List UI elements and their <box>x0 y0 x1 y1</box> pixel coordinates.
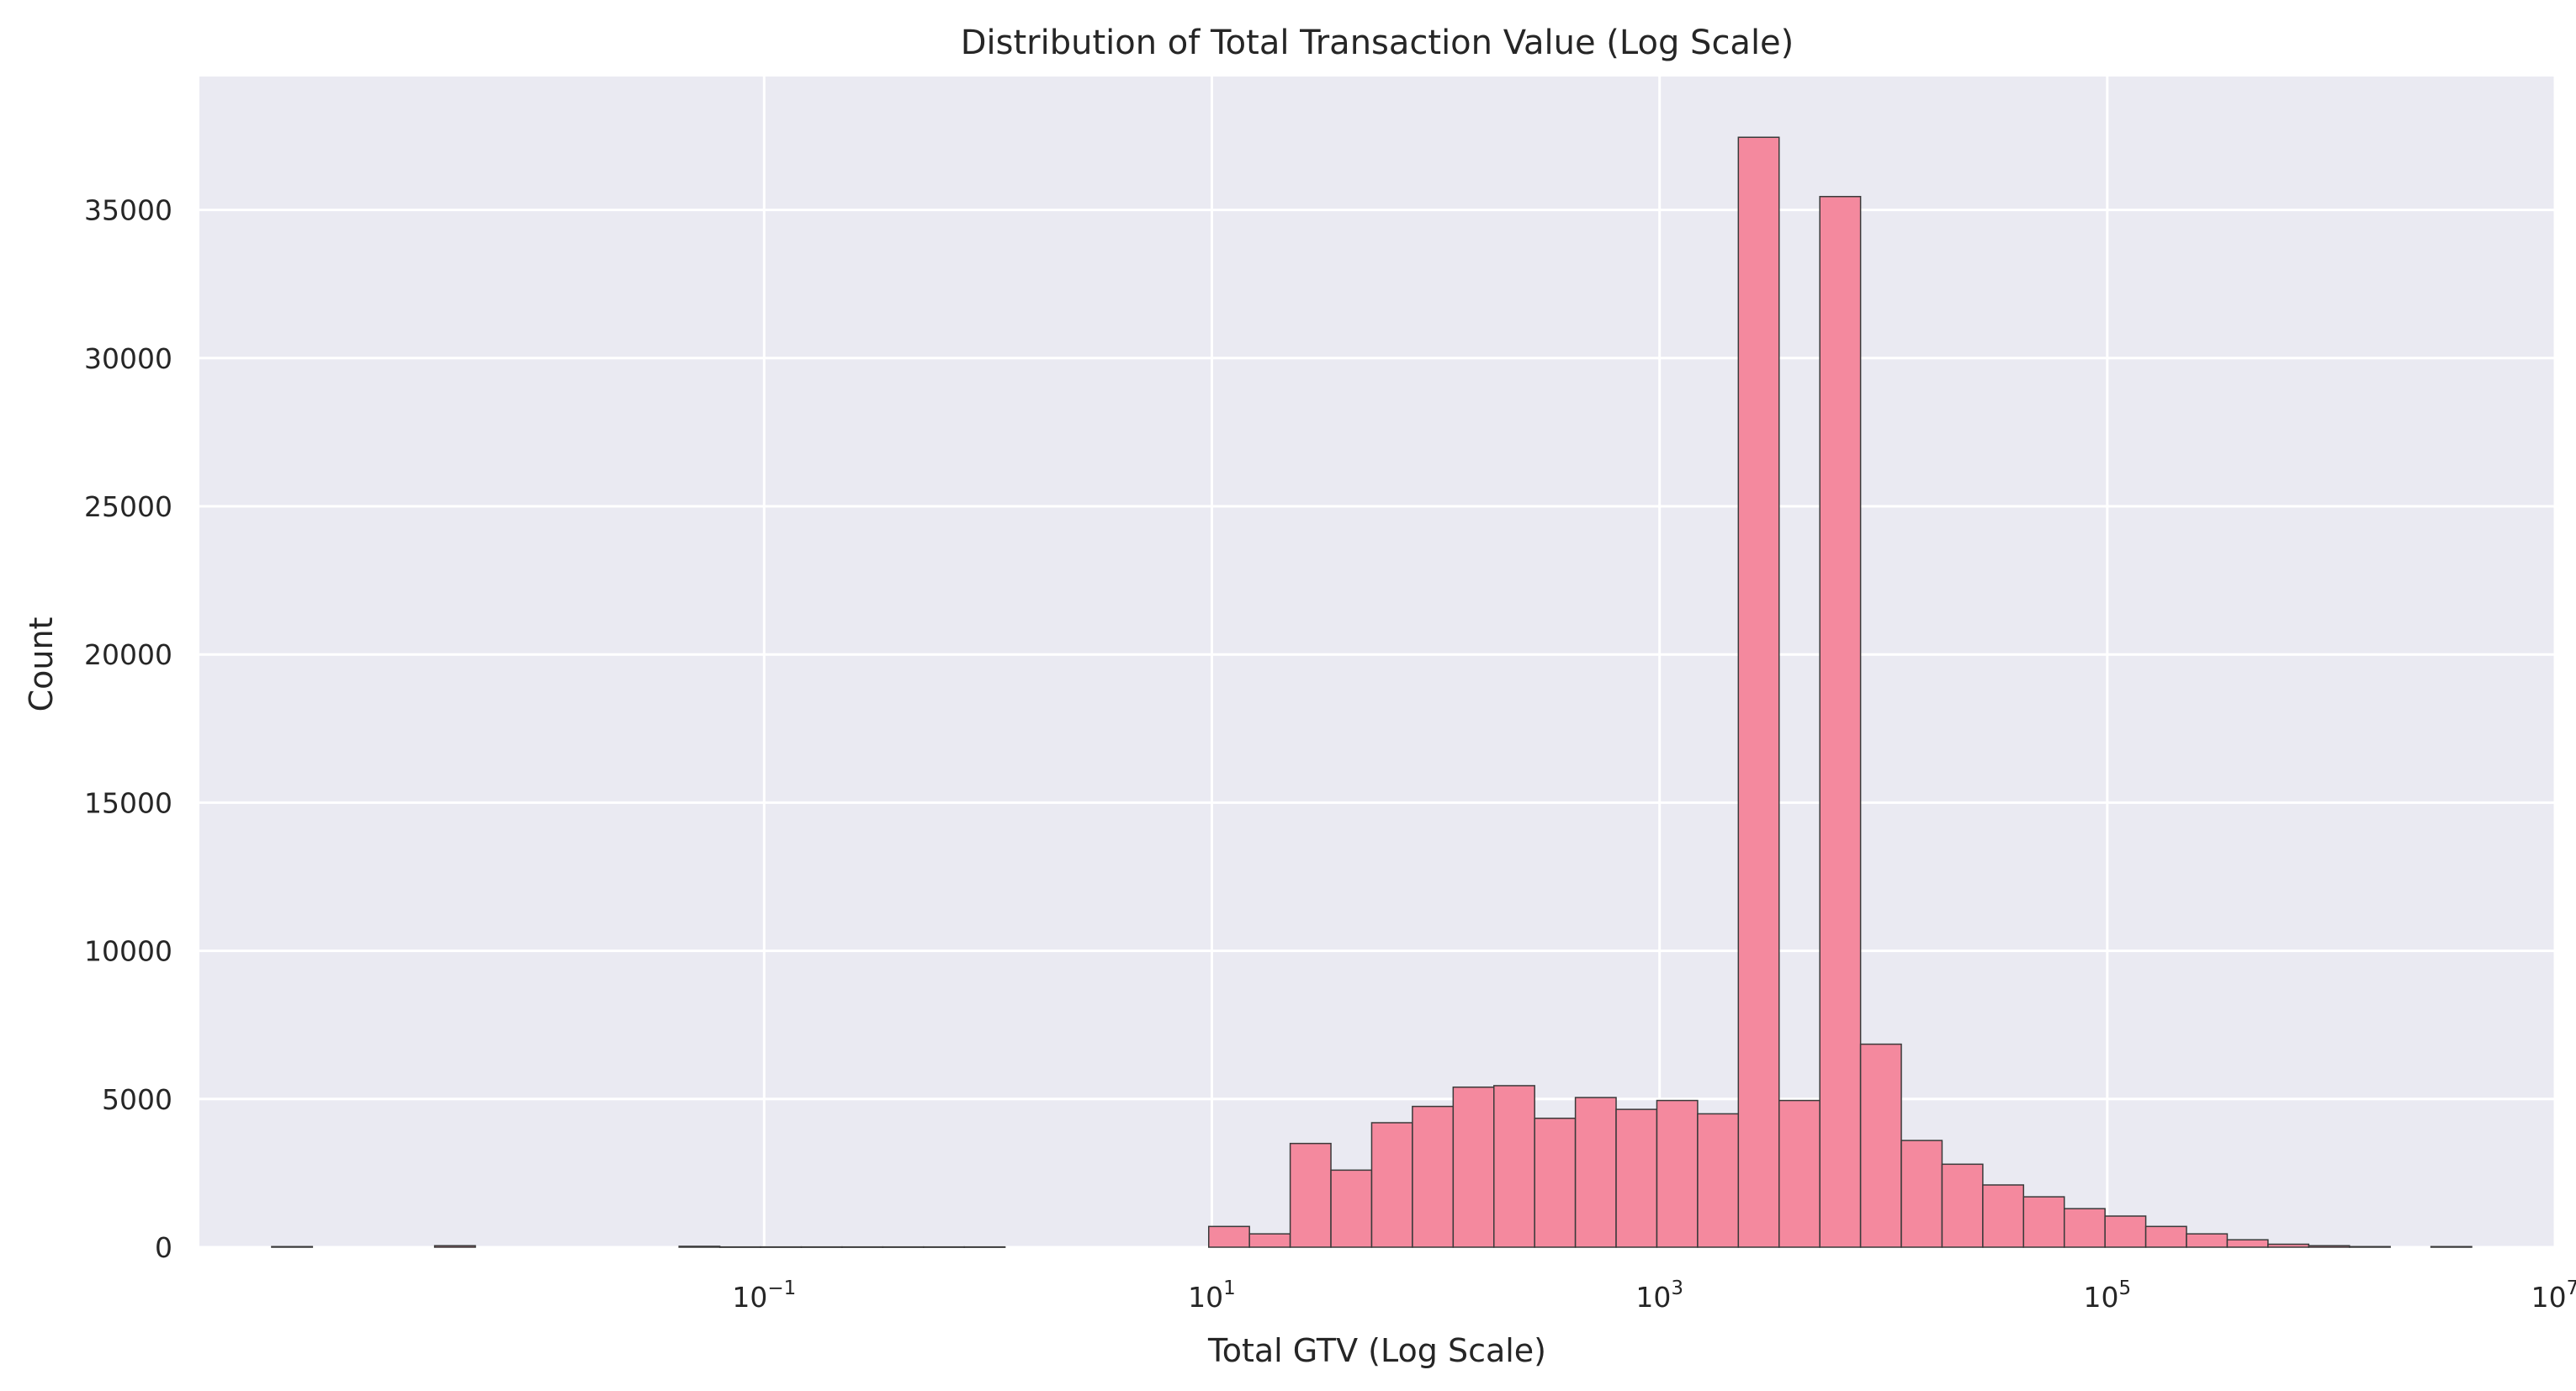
histogram-bar <box>2144 1225 2187 1248</box>
histogram-bar <box>841 1246 884 1248</box>
histogram-bar <box>760 1246 803 1248</box>
y-axis-label: Count <box>23 617 60 712</box>
histogram-bar <box>1208 1225 1250 1248</box>
histogram-bar <box>1248 1233 1291 1248</box>
histogram-bar <box>1859 1043 1902 1248</box>
histogram-bar <box>1330 1169 1373 1248</box>
x-tick-label: 105 <box>2084 1277 2132 1314</box>
histogram-bar <box>1452 1086 1495 1248</box>
y-tick-label: 35000 <box>84 194 172 227</box>
y-axis-ticks: 0 5000 10000 15000 20000 25000 30000 35000 <box>84 194 172 1264</box>
x-tick-label: 107 <box>2531 1277 2576 1314</box>
histogram-bar <box>1737 136 1780 1248</box>
histogram-bar <box>2226 1239 2269 1248</box>
histogram-bar <box>1819 195 1862 1248</box>
histogram-bar <box>271 1246 314 1248</box>
histogram-bar <box>1412 1105 1455 1248</box>
histogram-bar <box>433 1245 476 1248</box>
y-tick-label: 30000 <box>84 342 172 375</box>
y-tick-label: 15000 <box>84 786 172 819</box>
histogram-bar <box>2186 1233 2229 1248</box>
histogram-bar <box>718 1246 761 1248</box>
histogram-bar <box>963 1246 1006 1248</box>
y-tick-label: 5000 <box>102 1083 172 1116</box>
histogram-bar <box>2308 1245 2351 1248</box>
histogram-bar <box>2267 1243 2310 1248</box>
plot-area <box>199 77 2555 1247</box>
histogram-bar <box>2430 1246 2473 1248</box>
histogram-bar <box>1492 1085 1535 1248</box>
x-axis-ticks: 10−1 101 103 105 107 <box>732 1277 2576 1314</box>
x-tick-label: 103 <box>1635 1277 1683 1314</box>
histogram-bar <box>1289 1142 1332 1248</box>
x-tick-label: 10−1 <box>732 1277 796 1314</box>
histogram-bar <box>1697 1113 1740 1248</box>
histogram-bar <box>800 1246 843 1248</box>
histogram-bar <box>678 1246 721 1248</box>
histogram-bar <box>1370 1122 1413 1248</box>
y-tick-label: 20000 <box>84 638 172 671</box>
grid-lines <box>199 77 2557 1249</box>
histogram-bars <box>271 136 2473 1248</box>
x-tick-label: 101 <box>1188 1277 1236 1314</box>
histogram-bar <box>1900 1140 1943 1248</box>
histogram-bar <box>1941 1163 1984 1248</box>
histogram-bar <box>923 1246 965 1248</box>
histogram-bar <box>1574 1097 1617 1248</box>
x-axis-label: Total GTV (Log Scale) <box>1207 1332 1546 1369</box>
y-tick-label: 0 <box>155 1231 172 1264</box>
y-tick-label: 25000 <box>84 490 172 523</box>
histogram-bar <box>1615 1108 1658 1248</box>
histogram-bar <box>1656 1099 1699 1248</box>
y-tick-label: 10000 <box>84 935 172 968</box>
histogram-bar <box>2104 1215 2147 1248</box>
histogram-bar <box>2063 1208 2106 1248</box>
histogram-bar <box>1982 1184 2025 1248</box>
histogram-bar <box>1778 1099 1821 1248</box>
histogram-bar <box>2348 1246 2391 1248</box>
histogram-bar <box>2022 1196 2065 1248</box>
chart-title: Distribution of Total Transaction Value … <box>961 24 1794 62</box>
histogram-bar <box>1534 1117 1577 1248</box>
histogram-bar <box>882 1246 925 1248</box>
